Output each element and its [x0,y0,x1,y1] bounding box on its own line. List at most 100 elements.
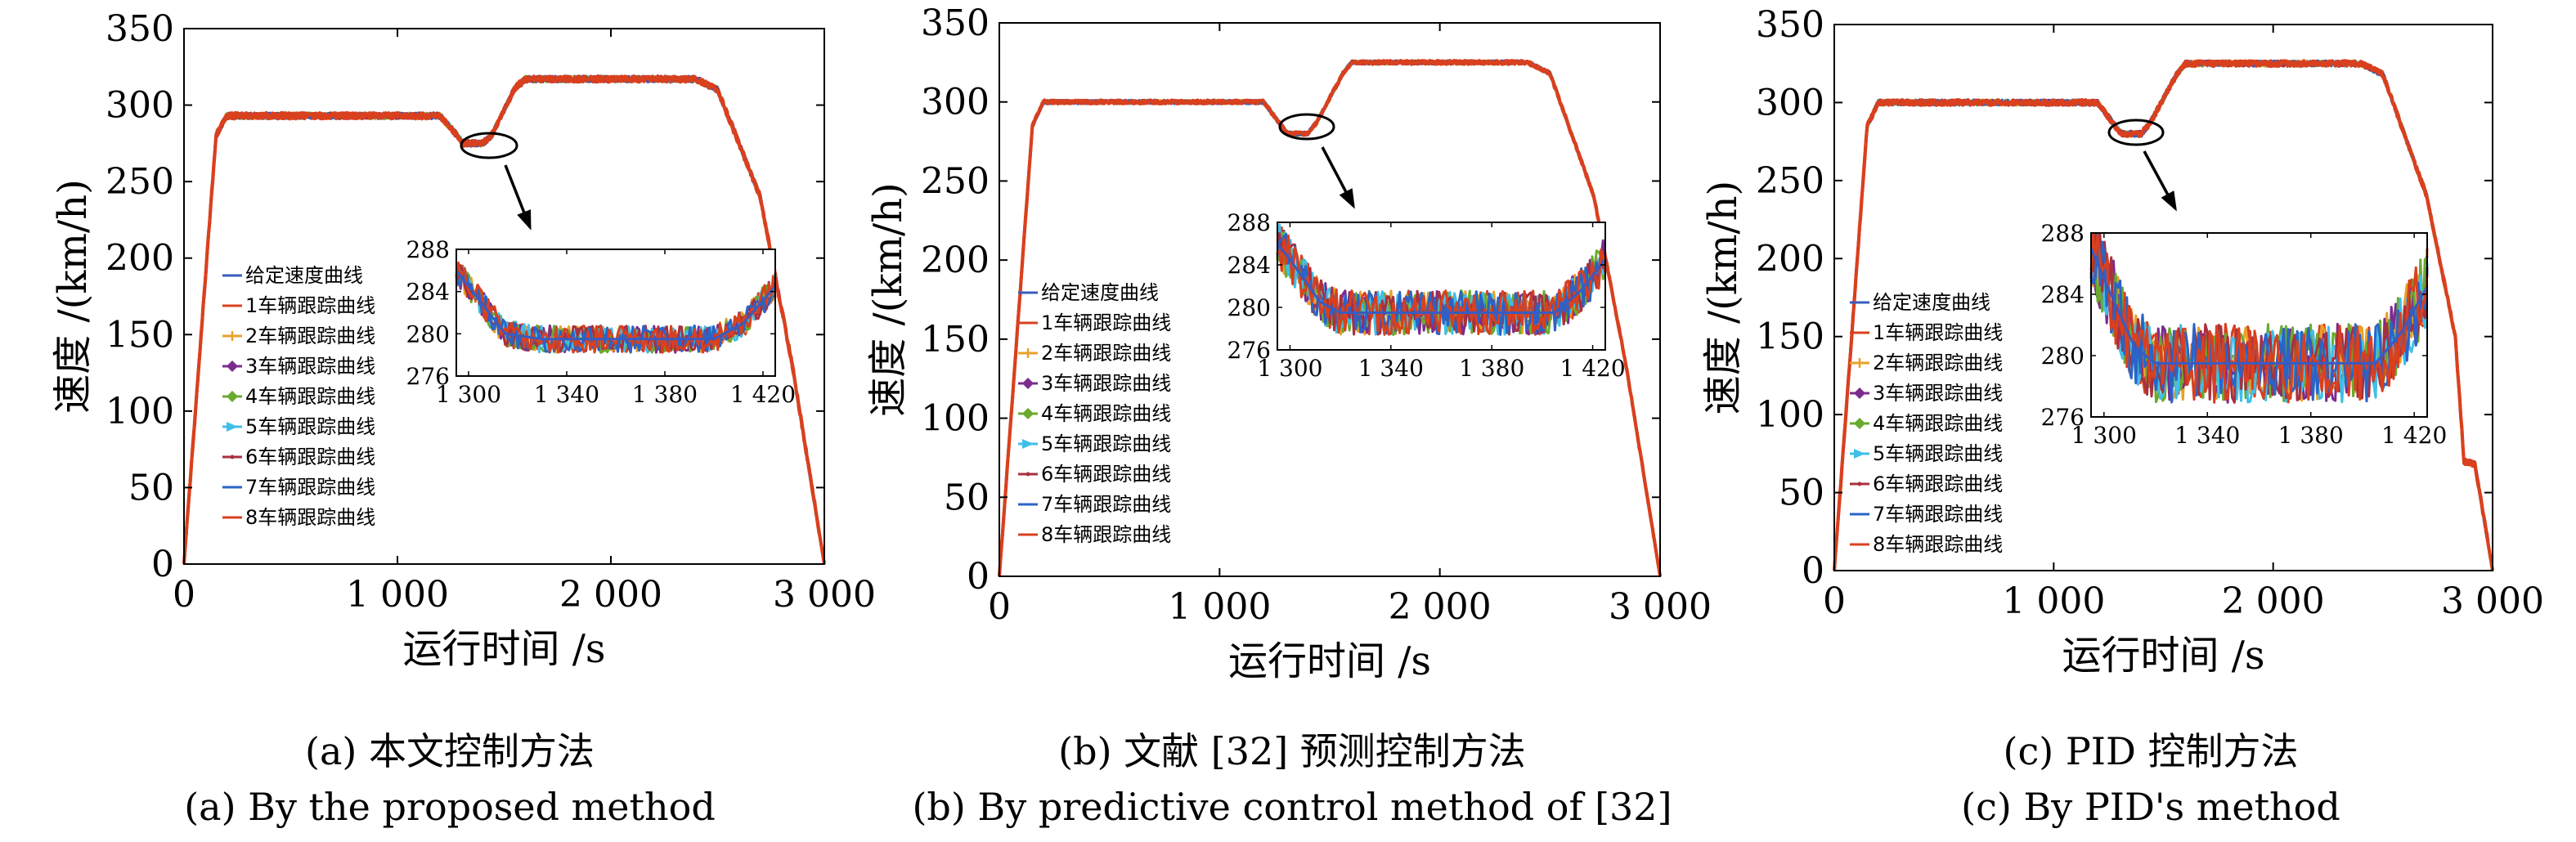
y-tick-label: 300 [105,85,174,127]
caption-a-cn: (a) 本文控制方法 [305,729,595,773]
chart-panel-2: 0 1 000 2 000 3 000 0 50 100 150 200 250 300 350 运行时… [1700,4,2544,679]
y-tick-label: 300 [1756,82,1824,123]
inset-x-tick-label: 1 300 [1257,355,1322,382]
legend-entry: 6车辆跟踪曲线 [1041,463,1171,486]
legend-entry: 8车辆跟踪曲线 [1041,523,1171,546]
inset-series-line-0 [1276,243,1607,314]
y-tick-label: 50 [128,467,174,508]
zoom-arrow-head [1339,188,1355,209]
y-axis-label: 速度 /(km/h) [865,182,911,417]
legend-marker [227,391,238,402]
caption-a-en: (a) By the proposed method [184,785,716,829]
inset-x-tick-label: 1 380 [1459,355,1524,382]
y-tick-label: 100 [1756,394,1824,436]
caption-c: (c) PID 控制方法 (c) By PID's method [1783,723,2519,835]
legend-marker [1022,408,1034,419]
y-tick-label: 200 [1756,238,1824,280]
legend-entry: 5车辆跟踪曲线 [1041,432,1171,455]
chart-panel-0: 0 1 000 2 000 3 000 0 50 100 150 200 250 300 350 运行时… [50,8,876,672]
inset-y-tick-label: 280 [406,320,450,347]
inset-y-tick-label: 276 [1227,337,1271,364]
legend-entry: 1车辆跟踪曲线 [1041,311,1171,334]
legend: 给定速度曲线 1车辆跟踪曲线 2车辆跟踪曲线 3车辆跟踪曲线 4车辆跟踪曲线 5车辆跟踪曲… [1850,291,2003,556]
y-tick-label: 150 [1756,316,1824,358]
y-tick-label: 250 [921,160,990,202]
inset-x-tick-label: 1 420 [730,381,796,408]
x-tick-label: 1 000 [1168,586,1271,628]
legend-entry: 8车辆跟踪曲线 [245,506,375,529]
inset-background [1277,222,1605,350]
y-tick-label: 0 [151,544,174,585]
x-axis-label: 运行时间 /s [1228,638,1431,684]
inset-x-tick-label: 1 300 [436,381,501,408]
y-tick-label: 350 [105,8,174,50]
y-tick-label: 350 [921,2,990,44]
legend-marker [227,361,238,372]
legend-entry: 1车辆跟踪曲线 [1873,321,2003,344]
inset-x-tick-label: 1 340 [2174,422,2240,449]
x-tick-label: 2 000 [2222,580,2325,622]
caption-c-cn: (c) PID 控制方法 [2003,729,2299,773]
inset-y-tick-label: 276 [406,363,450,390]
caption-c-en: (c) By PID's method [1961,785,2340,829]
inset-series-line-8 [2089,233,2429,404]
inset-x-tick-label: 1 420 [2381,422,2447,449]
legend-marker [1855,358,1865,368]
inset-y-tick-label: 276 [2041,404,2085,431]
inset-frame [456,249,776,377]
inset-x-tick-label: 1 420 [1560,355,1625,382]
legend-entry: 给定速度曲线 [1873,291,1990,314]
y-tick-label: 200 [105,238,174,280]
zoom-ellipse [1278,113,1335,141]
zoom-arrow-head [517,209,532,231]
series-line-1 [1833,59,2494,571]
legend-marker [1025,472,1030,477]
y-tick-label: 100 [105,391,174,432]
inset-y-tick-label: 284 [2041,281,2085,308]
legend: 给定速度曲线 1车辆跟踪曲线 2车辆跟踪曲线 3车辆跟踪曲线 4车辆跟踪曲线 5车辆跟踪曲… [1018,281,1171,546]
series-line-1 [998,59,1662,577]
legend-marker [227,422,238,432]
x-tick-label: 1 000 [346,574,449,616]
y-tick-label: 100 [921,398,990,440]
inset-series-line-8 [1276,234,1607,336]
y-tick-label: 50 [1779,473,1824,514]
legend-entry: 4车辆跟踪曲线 [1873,412,2003,435]
y-tick-label: 150 [921,319,990,361]
y-axis-label: 速度 /(km/h) [1700,181,1746,415]
legend-marker [1854,449,1865,459]
y-tick-label: 0 [1802,550,1824,592]
legend-entry: 5车辆跟踪曲线 [1873,442,2003,465]
plot-frame [1833,24,2493,571]
x-axis-label: 运行时间 /s [402,626,605,672]
inset-y-tick-label: 280 [1227,294,1271,321]
y-tick-label: 250 [1756,160,1824,202]
legend-marker [1022,439,1034,449]
inset-y-tick-label: 288 [2041,220,2085,247]
x-tick-label: 3 000 [1609,586,1712,628]
inset-background [456,249,775,376]
legend-entry: 4车辆跟踪曲线 [245,385,375,408]
legend-entry: 5车辆跟踪曲线 [245,415,375,438]
x-axis-label: 运行时间 /s [2062,633,2264,679]
inset-frame [2090,232,2428,418]
inset-y-tick-label: 288 [1227,209,1271,236]
zoom-ellipse [460,132,518,159]
inset: 1 300 1 340 1 380 1 420 276 280 284 288 [406,236,797,408]
legend-entry: 3车辆跟踪曲线 [245,355,375,378]
legend-entry: 2车辆跟踪曲线 [1873,352,2003,374]
legend-entry: 3车辆跟踪曲线 [1041,372,1171,395]
inset-frame [1277,222,1606,351]
chart-panel-1: 0 1 000 2 000 3 000 0 50 100 150 200 250 300 350 运行时… [865,2,1712,684]
legend-entry: 2车辆跟踪曲线 [245,325,375,347]
legend-marker [230,455,235,459]
plot-frame [999,22,1661,577]
inset-x-tick-label: 1 300 [2071,422,2137,449]
x-tick-label: 0 [988,586,1011,628]
y-tick-label: 300 [921,82,990,123]
legend-marker [227,331,237,341]
caption-b-cn: (b) 文献 [32] 预测控制方法 [1058,729,1526,773]
y-tick-label: 350 [1756,4,1824,46]
legend-entry: 7车辆跟踪曲线 [1873,503,2003,526]
legend-entry: 6车辆跟踪曲线 [1873,473,2003,495]
